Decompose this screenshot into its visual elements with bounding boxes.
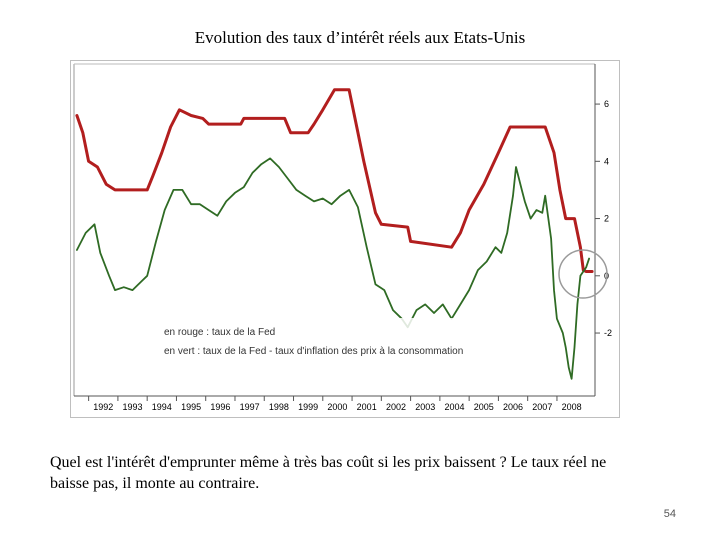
x-tick-label: 1994 — [152, 402, 172, 412]
x-tick-label: 2008 — [562, 402, 582, 412]
x-tick-label: 2007 — [532, 402, 552, 412]
x-tick-label: 1999 — [298, 402, 318, 412]
x-tick-label: 2001 — [357, 402, 377, 412]
legend-box — [160, 318, 490, 362]
series-layer — [75, 88, 594, 380]
x-tick-label: 1992 — [93, 402, 113, 412]
y-tick-label: 4 — [604, 156, 609, 166]
x-tick-label: 2000 — [327, 402, 347, 412]
slide-title: Evolution des taux d’intérêt réels aux E… — [194, 28, 526, 47]
y-tick-label: -2 — [604, 328, 612, 338]
y-tick-label: 6 — [604, 99, 609, 109]
plot-background — [70, 60, 620, 418]
chart: 1992 1993 1994 1995 1996 1997 1998 1999 2000 2001… — [70, 60, 620, 418]
page-number: 54 — [663, 508, 676, 520]
x-tick-label: 1993 — [123, 402, 143, 412]
x-tick-label: 2006 — [503, 402, 523, 412]
slide-caption: Quel est l'intérêt d'emprunter même à tr… — [50, 454, 607, 492]
series-line-real-rate — [76, 157, 590, 380]
x-tick-label: 1997 — [240, 402, 260, 412]
legend-entry-red: en rouge : taux de la Fed — [164, 327, 275, 338]
chart-frame: 1992 1993 1994 1995 1996 1997 1998 1999 2000 2001… — [70, 60, 620, 418]
x-tick-label: 2002 — [386, 402, 406, 412]
series-line-fed-rate — [75, 88, 594, 273]
highlight-circle — [558, 249, 608, 299]
x-tick-label: 2003 — [415, 402, 435, 412]
x-tick-label: 2004 — [444, 402, 464, 412]
y-tick-label: 2 — [604, 214, 609, 224]
x-tick-label: 1996 — [210, 402, 230, 412]
x-axis-ticks: 1992 1993 1994 1995 1996 1997 1998 1999 2000 2001… — [88, 396, 582, 412]
x-tick-label: 2005 — [474, 402, 494, 412]
x-tick-label: 1998 — [269, 402, 289, 412]
x-tick-label: 1995 — [181, 402, 201, 412]
legend-entry-green: en vert : taux de la Fed - taux d'inflat… — [164, 346, 463, 357]
